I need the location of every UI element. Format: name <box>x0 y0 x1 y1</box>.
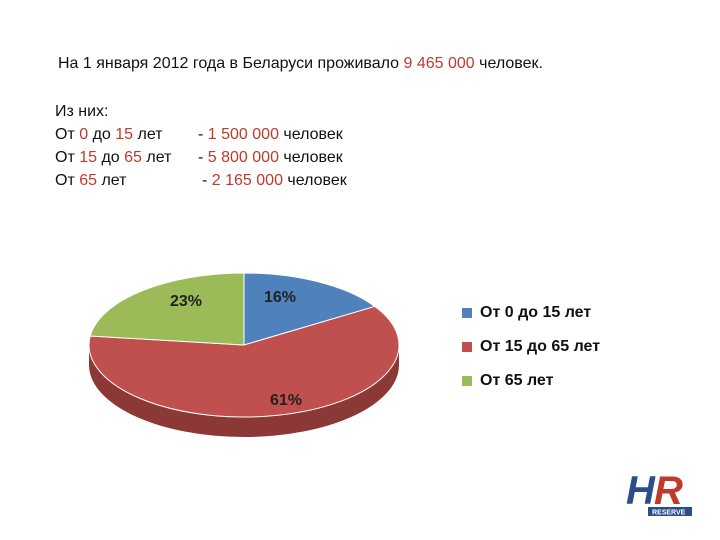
slice-percent-label: 23% <box>170 293 202 310</box>
title-prefix: На 1 января 2012 года в Беларуси прожива… <box>58 55 404 72</box>
hr-reserve-logo: H R RESERVE <box>626 469 692 517</box>
legend-swatch <box>462 308 472 318</box>
legend-item: От 0 до 15 лет <box>462 296 600 330</box>
title-suffix: человек. <box>474 55 543 72</box>
legend-item: От 15 до 65 лет <box>462 330 600 364</box>
page-title: На 1 января 2012 года в Беларуси прожива… <box>58 55 543 73</box>
pie-slice-side <box>89 345 399 437</box>
svg-text:RESERVE: RESERVE <box>652 510 686 517</box>
slice-percent-label: 61% <box>270 392 302 409</box>
age-breakdown: Из них: От 0 до 15 лет - 1 500 000 челов… <box>55 100 347 192</box>
slice-percent-label: 16% <box>264 289 296 306</box>
pie-slice <box>89 272 245 346</box>
population-count: - 5 800 000 человек <box>198 149 343 166</box>
legend-swatch <box>462 376 472 386</box>
population-count: - 1 500 000 человек <box>198 126 343 143</box>
age-range: От 0 до 15 лет <box>55 126 163 143</box>
pie-slice <box>243 272 376 346</box>
age-range: От 15 до 65 лет <box>55 149 172 166</box>
legend-swatch <box>462 342 472 352</box>
pie-slice <box>88 305 400 418</box>
breakdown-row-65-plus: От 65 лет - 2 165 000 человек <box>55 169 347 192</box>
breakdown-heading: Из них: <box>55 103 109 120</box>
population-value: 9 465 000 <box>403 55 475 72</box>
population-count: - 2 165 000 человек <box>202 172 347 189</box>
legend-item: От 65 лет <box>462 364 600 398</box>
breakdown-row-15-65: От 15 до 65 лет - 5 800 000 человек <box>55 146 343 169</box>
breakdown-row-0-15: От 0 до 15 лет - 1 500 000 человек <box>55 123 343 146</box>
age-range: От 65 лет <box>55 172 127 189</box>
legend-label: От 15 до 65 лет <box>480 338 601 355</box>
legend-label: От 0 до 15 лет <box>480 304 592 321</box>
svg-text:H: H <box>626 469 656 513</box>
chart-legend: От 0 до 15 лет От 15 до 65 лет От 65 лет <box>462 296 600 398</box>
legend-label: От 65 лет <box>480 372 554 389</box>
svg-text:R: R <box>654 469 683 513</box>
